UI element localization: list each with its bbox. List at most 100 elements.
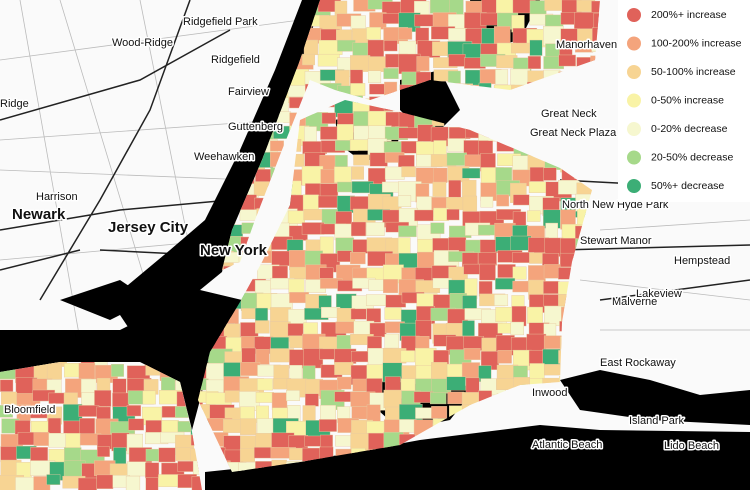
- place-label: East Rockaway: [600, 357, 676, 369]
- tract: [289, 266, 307, 280]
- tract: [305, 393, 319, 407]
- tract: [350, 221, 367, 237]
- tract: [97, 446, 110, 457]
- tract: [270, 307, 292, 322]
- place-label: Lido Beach: [664, 440, 719, 452]
- tract: [446, 152, 467, 166]
- tract: [239, 448, 255, 463]
- tract: [145, 420, 162, 433]
- tract: [351, 166, 364, 180]
- tract: [145, 477, 159, 490]
- tract: [368, 70, 382, 83]
- legend-swatch: [627, 93, 641, 108]
- tract: [30, 447, 48, 462]
- tract: [416, 56, 430, 72]
- tract: [145, 462, 160, 479]
- tract: [350, 251, 366, 265]
- place-label: Hempstead: [674, 255, 730, 267]
- tract: [175, 447, 193, 461]
- tract: [369, 152, 388, 167]
- tract: [128, 418, 144, 431]
- tract: [110, 363, 125, 377]
- place-label: Weehawken: [194, 151, 254, 163]
- tract: [463, 348, 481, 360]
- tract: [383, 389, 402, 409]
- tract: [78, 405, 100, 417]
- tract: [1, 391, 18, 405]
- tract: [414, 209, 434, 222]
- legend: 200%+ increase 100-200% increase 50-100% i…: [627, 8, 742, 193]
- tract: [510, 337, 529, 351]
- tract: [318, 195, 340, 208]
- tract: [63, 392, 78, 406]
- tract: [479, 263, 496, 281]
- tract: [542, 348, 561, 367]
- tract: [558, 54, 576, 67]
- tract: [63, 363, 81, 378]
- tract: [447, 138, 466, 152]
- tract: [239, 209, 258, 221]
- tract: [433, 167, 448, 183]
- tract: [417, 124, 433, 142]
- place-label: Harrison: [36, 191, 78, 203]
- tract: [384, 307, 402, 320]
- tract: [366, 27, 381, 40]
- tract: [510, 321, 524, 336]
- tract: [335, 211, 353, 227]
- tract: [224, 390, 240, 403]
- tract: [383, 40, 398, 52]
- tract: [365, 294, 387, 306]
- tract: [447, 391, 465, 405]
- tract: [161, 420, 179, 434]
- tract: [321, 112, 336, 124]
- tract: [353, 154, 370, 166]
- tract: [400, 350, 415, 363]
- tract: [512, 266, 527, 280]
- legend-swatch: [627, 122, 641, 136]
- place-label: Manorhaven: [556, 39, 617, 51]
- tract: [368, 279, 384, 291]
- tract: [318, 419, 337, 432]
- tract: [273, 364, 289, 381]
- tract: [591, 0, 600, 19]
- tract: [447, 70, 461, 84]
- tract: [125, 475, 141, 490]
- roads: [0, 0, 750, 341]
- tract: [465, 377, 480, 393]
- tract: [334, 362, 354, 376]
- tract: [513, 194, 530, 206]
- tract: [350, 83, 366, 96]
- tract: [398, 225, 417, 238]
- tract: [317, 53, 340, 67]
- tract: [350, 308, 367, 320]
- place-label: Ridgefield Park: [183, 16, 258, 28]
- tract: [462, 179, 477, 198]
- tract: [529, 167, 544, 182]
- tract: [334, 391, 353, 402]
- legend-swatch: [627, 65, 641, 79]
- tract: [401, 166, 416, 178]
- tract: [319, 348, 335, 360]
- place-label: Wood-Ridge: [112, 37, 173, 49]
- tract: [366, 308, 381, 323]
- tract: [384, 333, 400, 349]
- tract: [0, 446, 17, 463]
- tract: [287, 210, 305, 224]
- tract: [446, 209, 460, 221]
- place-label: Great Neck: [541, 108, 597, 120]
- tract: [397, 237, 411, 255]
- tract: [512, 280, 529, 293]
- tract: [448, 28, 467, 41]
- tract: [397, 195, 412, 208]
- place-label: Jersey City: [108, 219, 189, 236]
- place-label: New York: [200, 242, 268, 259]
- tract: [462, 320, 475, 337]
- tract: [495, 278, 516, 290]
- tract: [304, 126, 317, 143]
- tract: [543, 264, 561, 279]
- place-label: Guttenberg: [228, 121, 283, 133]
- tract: [528, 265, 546, 282]
- tract: [415, 336, 430, 349]
- tract: [350, 55, 371, 72]
